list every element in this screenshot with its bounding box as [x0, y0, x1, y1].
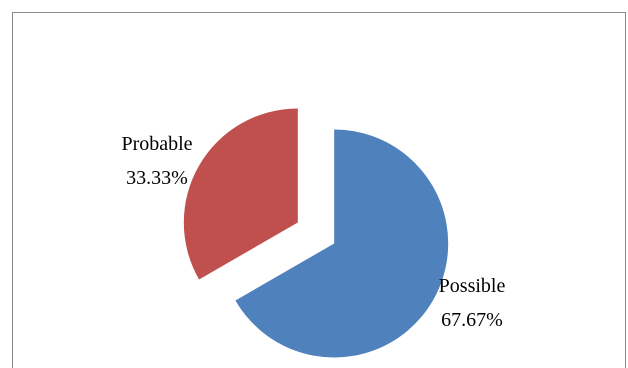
slice-label-possible: Possible: [439, 275, 506, 297]
pie-slice-possible: [235, 129, 449, 358]
slice-value-probable: 33.33%: [126, 167, 188, 189]
pie-slice-probable: [183, 108, 298, 280]
slice-label-probable: Probable: [121, 133, 192, 155]
slice-value-possible: 67.67%: [441, 309, 503, 331]
